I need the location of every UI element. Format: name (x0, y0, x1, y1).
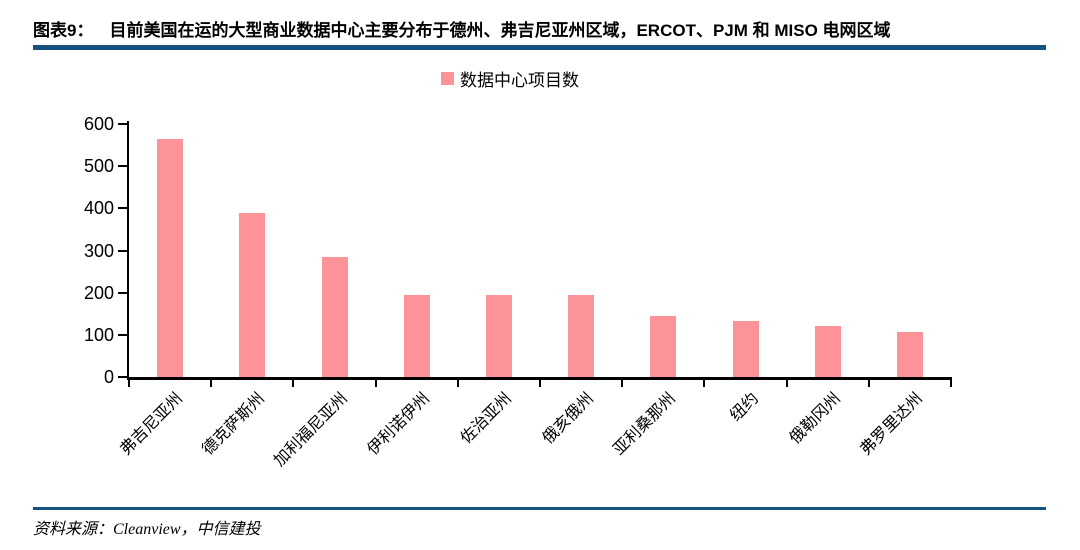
x-tick (539, 379, 541, 387)
x-tick (292, 379, 295, 387)
y-tick (118, 376, 127, 378)
bar (321, 256, 348, 377)
x-tick (867, 379, 870, 387)
y-axis-line (126, 121, 129, 379)
y-tick (118, 207, 127, 210)
bar (485, 294, 512, 377)
footer-divider (33, 507, 1046, 510)
header-divider (33, 45, 1046, 50)
bar (896, 331, 923, 377)
y-tick (118, 249, 127, 252)
y-tick (118, 291, 127, 294)
bar (732, 320, 759, 377)
y-tick-label: 100 (83, 324, 114, 345)
y-tick-label: 500 (83, 156, 114, 177)
x-tick (621, 379, 624, 387)
y-tick-label: 200 (83, 282, 114, 303)
chart-legend: 数据中心项目数 (441, 66, 579, 91)
plot-area: 0 100 200 300 400 500 600 弗吉尼亚州 德克萨斯州 加利福尼亚州 伊利诺伊州… (83, 114, 952, 470)
x-tick (785, 379, 788, 387)
figure-title-row: 图表9： 目前美国在运的大型商业数据中心主要分布于德州、弗吉尼亚州区域，ERCOT… (33, 16, 891, 41)
x-tick (374, 379, 377, 387)
y-tick-label: 600 (83, 114, 114, 134)
legend-label: 数据中心项目数 (460, 71, 579, 90)
legend-color-swatch (441, 72, 454, 85)
x-axis-line (126, 377, 952, 380)
figure-number-label: 图表9： (33, 21, 94, 40)
y-tick-label: 300 (83, 240, 114, 261)
bar (568, 294, 595, 377)
x-tick (210, 379, 213, 387)
y-tick-label: 0 (103, 367, 114, 387)
x-tick (128, 379, 130, 387)
figure-title: 目前美国在运的大型商业数据中心主要分布于德州、弗吉尼亚州区域，ERCOT、PJM… (109, 21, 891, 40)
bar (403, 294, 430, 377)
bar (650, 315, 677, 377)
x-tick (950, 379, 952, 387)
x-tick (456, 379, 459, 387)
y-tick (118, 123, 127, 125)
source-note: 资料来源：Cleanview，中信建投 (33, 521, 261, 538)
bar (814, 326, 841, 377)
y-tick-label: 400 (83, 198, 114, 219)
x-tick (703, 379, 706, 387)
bar (239, 212, 266, 377)
y-tick (118, 165, 127, 168)
bar (157, 138, 184, 377)
y-tick (118, 333, 127, 336)
